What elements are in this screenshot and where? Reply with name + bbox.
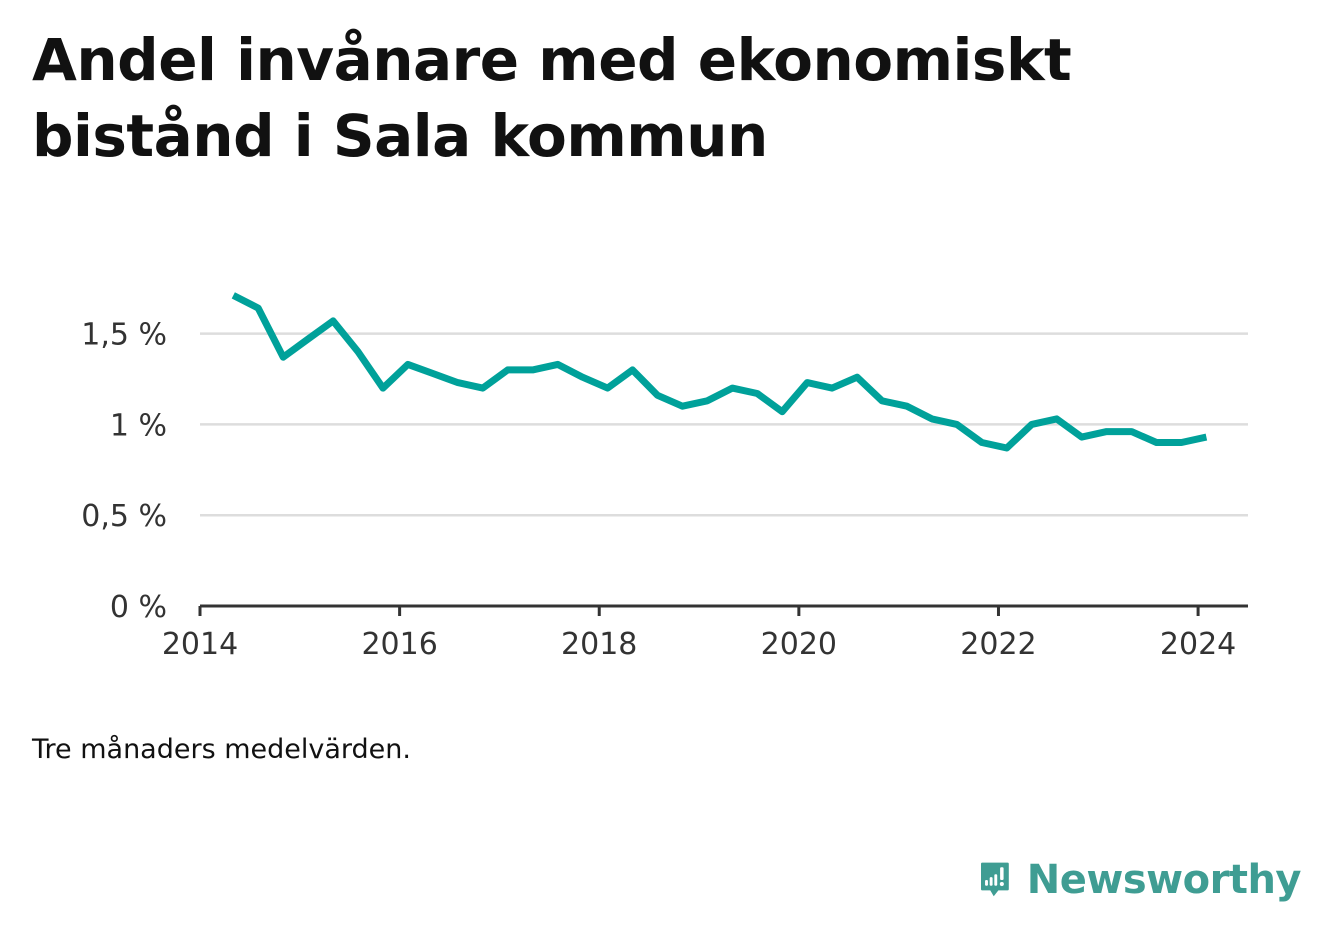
y-tick-label: 1 %: [110, 408, 167, 443]
brand-name: Newsworthy: [1026, 857, 1302, 903]
x-tick-label: 2022: [960, 627, 1036, 662]
series-group: [231, 292, 1208, 452]
grid-lines: [200, 332, 1248, 517]
line-chart: 0 % 0,5 % 1 % 1,5 % 2014 2016 2018 2020 2022 202…: [81, 292, 1248, 662]
y-tick-label: 0,5 %: [81, 499, 167, 534]
x-tick-label: 2020: [761, 627, 837, 662]
y-axis-ticks: 0 % 0,5 % 1 % 1,5 %: [81, 318, 167, 625]
y-tick-label: 0 %: [110, 590, 167, 625]
x-tick-label: 2016: [361, 627, 437, 662]
bar-chart-speech-bubble-icon: [981, 862, 1009, 897]
x-axis-ticks: 2014 2016 2018 2020 2022 2024: [162, 606, 1236, 662]
newsworthy-logo: Newsworthy: [981, 848, 1302, 912]
series-line: [231, 292, 1208, 452]
x-tick-label: 2024: [1160, 627, 1236, 662]
x-tick-label: 2018: [561, 627, 637, 662]
x-tick-label: 2014: [162, 627, 238, 662]
footnote: Tre månaders medelvärden.: [32, 734, 411, 765]
chart-title: Andel invånare med ekonomiskt bistånd i …: [32, 26, 1072, 170]
y-tick-label: 1,5 %: [81, 318, 167, 353]
